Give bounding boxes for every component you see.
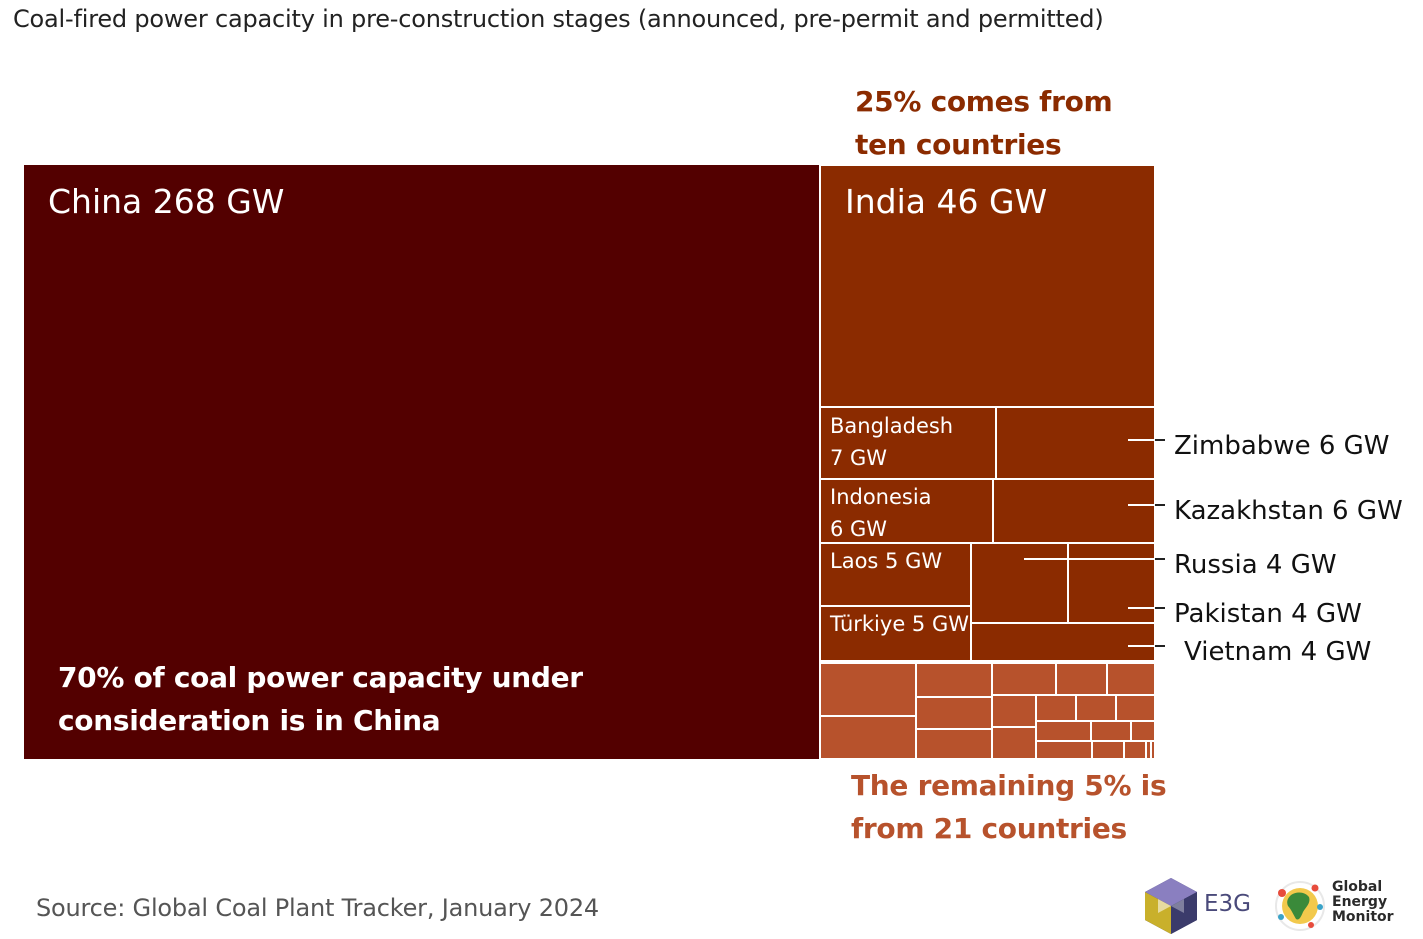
annotation-china-line-2: consideration is in China bbox=[58, 704, 441, 737]
chart-title: Coal-fired power capacity in pre-constru… bbox=[13, 5, 1104, 33]
tile-remaining-13 bbox=[1115, 694, 1156, 722]
tile-vietnam bbox=[970, 622, 1156, 662]
label-vietnam: Vietnam 4 GW bbox=[1184, 637, 1371, 667]
tile-remaining-15 bbox=[1090, 720, 1132, 742]
label-russia: Russia 4 GW bbox=[1174, 550, 1337, 580]
tile-remaining-21 bbox=[1150, 740, 1156, 760]
gem-logo-line-3: Monitor bbox=[1332, 909, 1394, 925]
tile-remaining-4 bbox=[915, 696, 993, 730]
gem-logo-line-2: Energy bbox=[1332, 894, 1388, 910]
gem-logo-text: Global Energy Monitor bbox=[1332, 880, 1394, 925]
label-india: India 46 GW bbox=[845, 182, 1047, 221]
tile-kazakhstan bbox=[992, 478, 1156, 544]
tile-remaining-19 bbox=[1123, 740, 1147, 760]
annotation-china-line-1: 70% of coal power capacity under bbox=[58, 661, 583, 694]
label-china: China 268 GW bbox=[48, 182, 284, 221]
tile-remaining-7 bbox=[991, 694, 1037, 728]
tile-pakistan bbox=[1067, 542, 1156, 624]
e3g-logo-text: E3G bbox=[1204, 891, 1251, 917]
label-indonesia-value: 6 GW bbox=[830, 517, 887, 541]
tile-china bbox=[24, 165, 819, 759]
tile-russia bbox=[970, 542, 1069, 624]
tile-remaining-14 bbox=[1035, 720, 1092, 742]
label-indonesia-name: Indonesia bbox=[830, 485, 932, 509]
e3g-logo-icon bbox=[1145, 878, 1197, 934]
annotation-bottom-line-2: from 21 countries bbox=[851, 812, 1127, 845]
source-note: Source: Global Coal Plant Tracker, Janua… bbox=[36, 894, 600, 922]
label-laos: Laos 5 GW bbox=[830, 549, 942, 573]
label-turkiye: Türkiye 5 GW bbox=[829, 612, 969, 636]
tile-remaining-11 bbox=[1035, 694, 1077, 722]
label-pakistan: Pakistan 4 GW bbox=[1174, 599, 1362, 629]
annotation-bottom-line-1: The remaining 5% is bbox=[851, 769, 1167, 802]
tile-remaining-2 bbox=[819, 715, 917, 760]
annotation-remaining: The remaining 5% is from 21 countries bbox=[851, 764, 1167, 850]
label-zimbabwe: Zimbabwe 6 GW bbox=[1174, 431, 1390, 461]
label-kazakhstan: Kazakhstan 6 GW bbox=[1174, 496, 1403, 526]
tile-remaining-8 bbox=[991, 726, 1037, 760]
annotation-china: 70% of coal power capacity under conside… bbox=[58, 656, 583, 742]
tile-remaining-6 bbox=[991, 662, 1057, 696]
tile-remaining-18 bbox=[1091, 740, 1125, 760]
annotation-top-line-2: ten countries bbox=[855, 128, 1062, 161]
tile-remaining-3 bbox=[915, 662, 993, 698]
tile-remaining-1 bbox=[819, 662, 917, 717]
global-energy-monitor-logo-icon bbox=[1275, 881, 1325, 931]
annotation-top-ten: 25% comes from ten countries bbox=[855, 80, 1113, 166]
tile-remaining-10 bbox=[1106, 662, 1156, 696]
gem-logo-line-1: Global bbox=[1332, 879, 1383, 895]
tile-remaining-16 bbox=[1130, 720, 1156, 742]
label-bangladesh-value: 7 GW bbox=[830, 446, 887, 470]
annotation-top-line-1: 25% comes from bbox=[855, 85, 1113, 118]
tile-remaining-12 bbox=[1075, 694, 1117, 722]
tile-laos bbox=[819, 542, 972, 607]
tile-remaining-9 bbox=[1055, 662, 1108, 696]
label-bangladesh-name: Bangladesh bbox=[830, 414, 953, 438]
tile-turkiye bbox=[819, 605, 972, 662]
tile-remaining-5 bbox=[915, 728, 993, 760]
tile-zimbabwe bbox=[995, 406, 1156, 480]
tile-remaining-17 bbox=[1035, 740, 1093, 760]
